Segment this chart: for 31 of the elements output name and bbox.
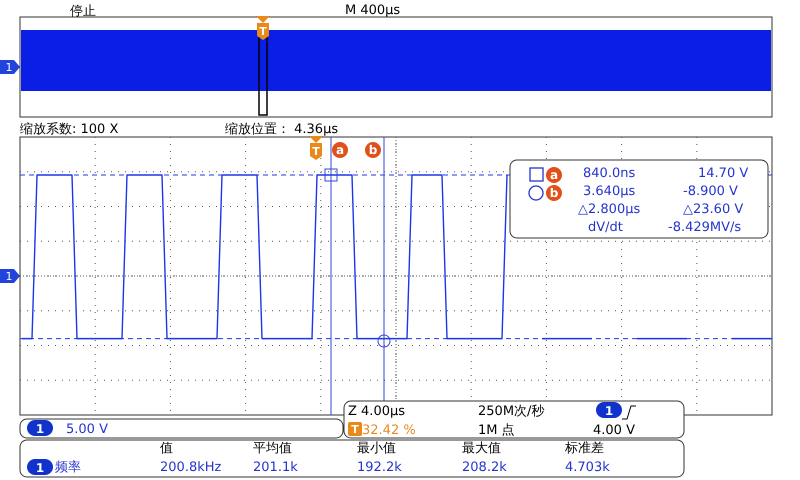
text: T [312,145,320,158]
text: 192.2k [357,460,402,475]
text: b [368,143,378,157]
text: T [259,25,268,38]
text: 1 [36,461,44,475]
text: 停止 [70,4,96,19]
text: M 400µs [345,3,400,18]
text: a [336,143,344,157]
text: 4.703k [565,460,610,475]
text: 标准差 [564,441,604,456]
text: 208.2k [462,460,508,475]
text: 值 [160,441,173,456]
text: 缩放位置： 4.36µs [225,122,338,137]
text: 1 [36,422,44,436]
text: 1 [6,270,12,283]
text: 201.1k [253,460,298,475]
text: 1M 点 [478,423,515,438]
text: Z 4.00µs [348,404,406,419]
text: 5.00 V [66,422,108,437]
text: 200.8kHz [160,460,222,475]
text: 平均值 [253,441,292,456]
text: 250M次/秒 [478,404,544,419]
text: 最小值 [357,441,396,456]
text: T [351,423,360,436]
text: 32.42 % [362,423,416,438]
text: 最大值 [462,441,501,456]
text: 4.00 V [593,423,636,438]
text: 频率 [55,459,81,475]
text: 缩放系数: 100 X [20,122,118,137]
text: 1 [6,61,12,74]
text: 1 [604,404,614,418]
